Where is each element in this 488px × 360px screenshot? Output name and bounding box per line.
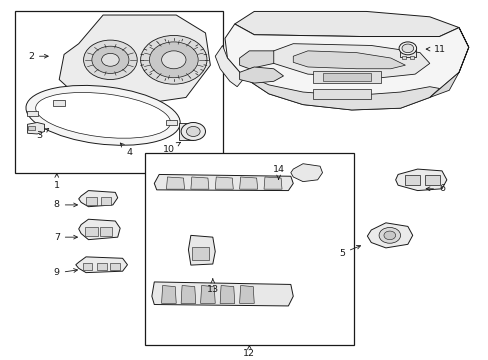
Bar (82, 263, 92, 270)
Text: 1: 1 (54, 174, 60, 190)
Polygon shape (154, 175, 293, 190)
Text: 4: 4 (120, 143, 133, 157)
Bar (401, 56, 405, 59)
Polygon shape (59, 15, 210, 105)
Polygon shape (76, 257, 127, 273)
Polygon shape (264, 177, 282, 189)
Circle shape (181, 122, 205, 140)
Polygon shape (190, 177, 208, 189)
Polygon shape (200, 285, 215, 303)
Bar (312, 89, 370, 99)
Bar (53, 100, 65, 106)
Polygon shape (215, 45, 244, 87)
Circle shape (149, 42, 198, 78)
Circle shape (161, 51, 185, 69)
Polygon shape (239, 177, 257, 189)
Polygon shape (395, 169, 446, 190)
Polygon shape (224, 24, 468, 110)
Polygon shape (181, 285, 195, 303)
Circle shape (378, 228, 400, 243)
Polygon shape (79, 219, 120, 240)
Bar (15, 12, 222, 173)
Bar (97, 263, 107, 270)
Bar (405, 175, 419, 185)
Text: 14: 14 (272, 165, 284, 179)
Bar (424, 175, 439, 185)
Polygon shape (239, 67, 283, 83)
Polygon shape (188, 235, 215, 265)
Bar (178, 122, 193, 140)
Circle shape (186, 126, 200, 136)
Polygon shape (215, 177, 233, 189)
Bar (322, 73, 370, 81)
Polygon shape (79, 190, 118, 207)
Polygon shape (290, 164, 322, 182)
Circle shape (383, 231, 395, 240)
Bar (85, 227, 98, 236)
Bar (399, 49, 415, 57)
Polygon shape (293, 51, 405, 69)
Circle shape (141, 35, 206, 84)
Text: 12: 12 (243, 346, 255, 358)
Text: 10: 10 (163, 142, 180, 154)
Polygon shape (429, 28, 468, 98)
Bar (165, 120, 177, 125)
Ellipse shape (26, 85, 180, 145)
Circle shape (398, 42, 416, 55)
Ellipse shape (36, 93, 170, 138)
Text: 9: 9 (54, 269, 77, 278)
Bar (28, 126, 35, 130)
Polygon shape (27, 122, 44, 134)
Bar (110, 263, 120, 270)
Circle shape (102, 53, 119, 66)
Bar (409, 56, 413, 59)
Circle shape (401, 44, 413, 53)
Text: 13: 13 (206, 279, 219, 294)
Bar (144, 153, 353, 345)
Text: 2: 2 (28, 52, 48, 61)
Polygon shape (366, 223, 412, 248)
Text: 6: 6 (426, 184, 444, 193)
Bar (86, 197, 97, 205)
Text: 5: 5 (338, 246, 360, 258)
Circle shape (92, 46, 129, 73)
Bar (312, 71, 380, 83)
Bar (101, 197, 111, 205)
Text: 8: 8 (54, 201, 77, 210)
Bar (100, 227, 112, 236)
Bar (26, 111, 38, 116)
Text: 3: 3 (37, 129, 49, 140)
Text: 11: 11 (426, 45, 445, 54)
Polygon shape (161, 285, 176, 303)
Text: 7: 7 (54, 233, 77, 242)
Polygon shape (239, 285, 254, 303)
Polygon shape (234, 12, 458, 36)
Bar (192, 247, 209, 260)
Polygon shape (264, 44, 429, 78)
Polygon shape (152, 282, 293, 306)
Circle shape (83, 40, 137, 80)
Polygon shape (166, 177, 184, 189)
Polygon shape (220, 285, 234, 303)
Polygon shape (244, 74, 439, 110)
Polygon shape (239, 51, 273, 69)
